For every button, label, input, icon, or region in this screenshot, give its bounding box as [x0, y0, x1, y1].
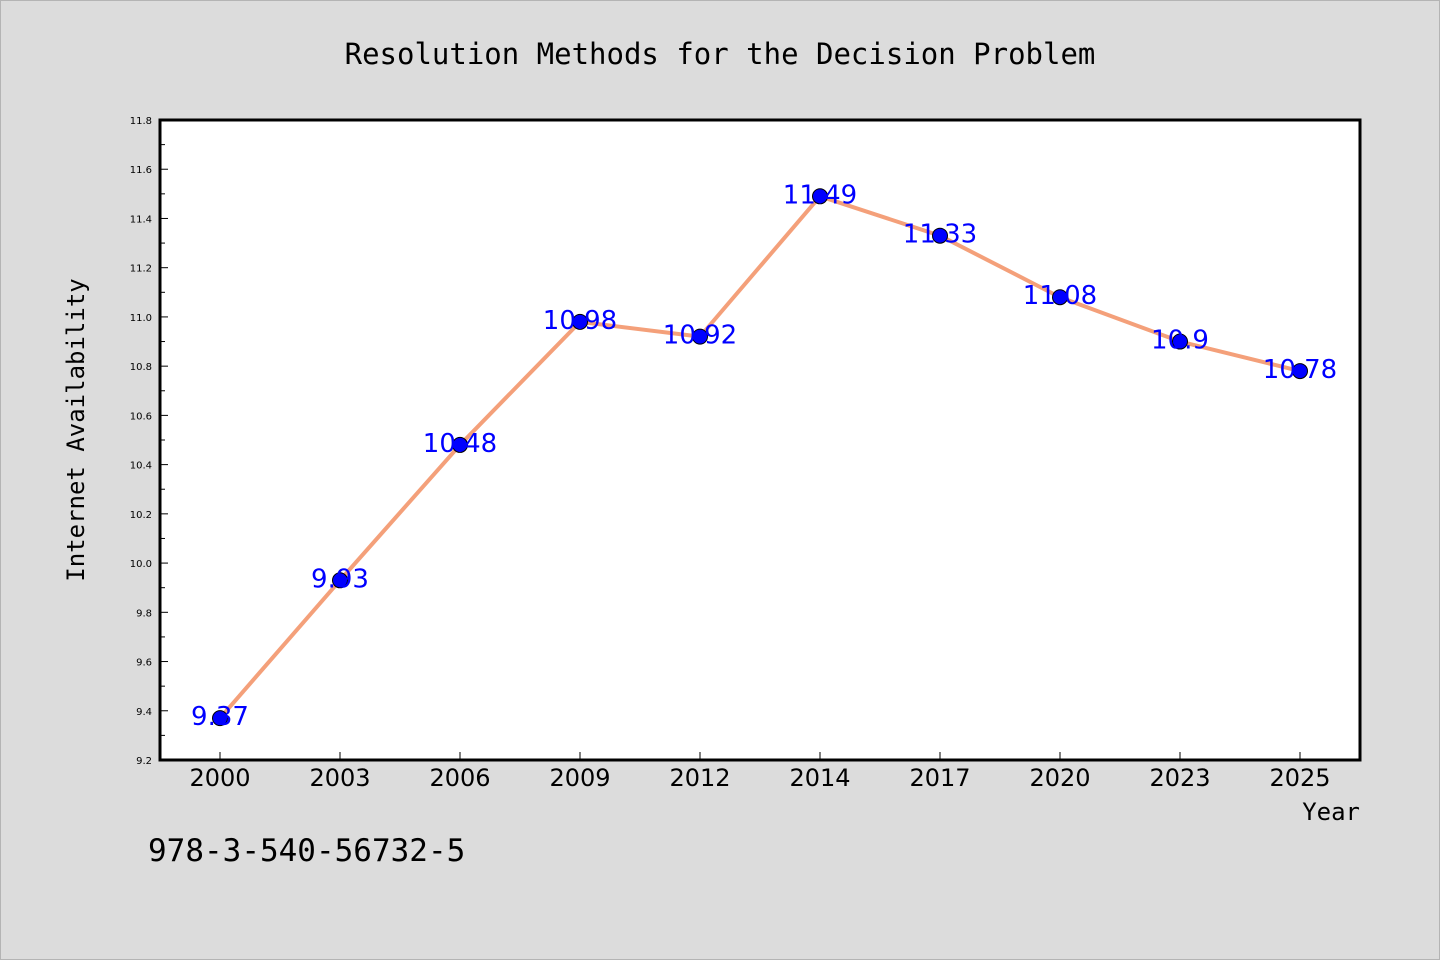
x-tick-label: 2006	[429, 764, 490, 792]
y-tick-label: 10.4	[130, 461, 152, 472]
y-tick-label: 11.4	[130, 214, 152, 225]
y-tick-label: 11.0	[130, 313, 152, 324]
data-point	[332, 572, 348, 589]
data-point	[212, 710, 228, 727]
data-label: 9.93	[311, 564, 369, 594]
x-tick-label: 2017	[909, 764, 970, 792]
data-label: 10.92	[663, 321, 737, 351]
x-tick-label: 2023	[1149, 764, 1210, 792]
series-line	[218, 194, 1302, 721]
data-point	[812, 188, 828, 205]
series-layer	[212, 188, 1308, 727]
y-axis: 9.2 9.4 9.6 9.8 10.0 10.2 10.4 10.6 10.8 11.0 11.2…	[130, 116, 168, 767]
y-tick-label: 11.8	[130, 116, 152, 127]
data-point	[1052, 289, 1068, 306]
x-tick-label: 2012	[669, 764, 730, 792]
data-label: 9.37	[191, 702, 249, 732]
y-tick-label: 9.2	[136, 756, 152, 767]
y-axis-title: Internet Availability	[62, 278, 90, 581]
data-label: 10.98	[543, 306, 617, 336]
data-label: 10.78	[1263, 355, 1337, 385]
data-label: 10.48	[423, 429, 497, 459]
data-label: 10.9	[1151, 326, 1209, 356]
data-point	[1172, 333, 1188, 350]
y-tick-label: 11.6	[130, 165, 152, 176]
y-tick-label: 10.0	[130, 559, 152, 570]
data-label: 11.08	[1023, 281, 1097, 311]
data-point	[452, 436, 468, 453]
x-tick-label: 2014	[789, 764, 850, 792]
data-label: 11.33	[903, 220, 977, 250]
chart-title: Resolution Methods for the Decision Prob…	[345, 37, 1096, 71]
y-tick-label: 9.4	[136, 707, 152, 718]
data-point	[1292, 363, 1308, 380]
y-tick-label: 9.8	[136, 608, 152, 619]
y-tick-label: 10.6	[130, 411, 152, 422]
x-tick-label: 2025	[1269, 764, 1330, 792]
x-tick-label: 2009	[549, 764, 610, 792]
y-tick-label: 9.6	[136, 658, 152, 669]
y-tick-label: 11.2	[130, 264, 152, 275]
plot-area	[158, 118, 1362, 762]
isbn-footnote: 978-3-540-56732-5	[148, 833, 466, 869]
data-label: 11.49	[783, 180, 857, 210]
y-tick-label: 10.2	[130, 510, 152, 521]
x-tick-label: 2020	[1029, 764, 1090, 792]
data-labels-layer: 9.37 9.93 10.48 10.98 10.92 11.49 11.33 11.08 10…	[191, 180, 1337, 732]
y-tick-label: 10.8	[130, 362, 152, 373]
x-axis-title: Year	[1302, 798, 1360, 826]
x-tick-label: 2000	[189, 764, 250, 792]
data-point	[932, 227, 948, 244]
x-tick-label: 2003	[309, 764, 370, 792]
x-axis: 2000 2003 2006 2009 2012 2014 2017 2020 2023 2025	[189, 752, 1331, 792]
data-point	[692, 328, 708, 345]
data-point	[572, 313, 588, 330]
